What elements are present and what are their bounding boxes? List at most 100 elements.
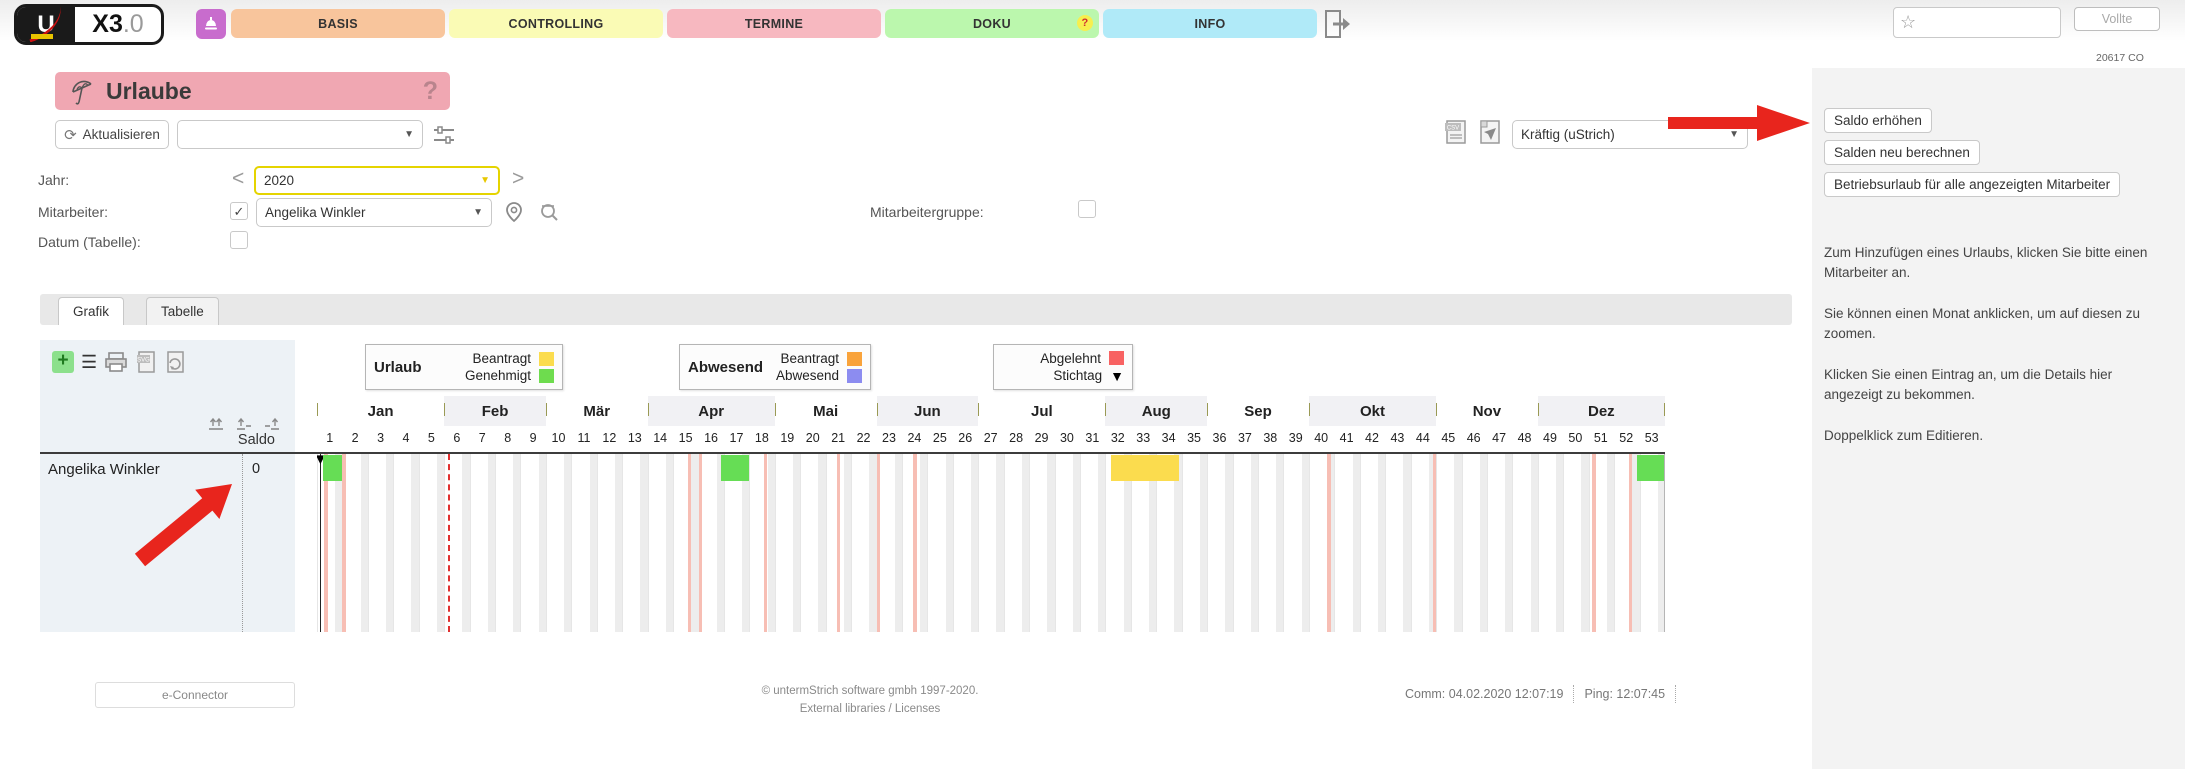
- month-nov[interactable]: Nov: [1436, 396, 1538, 426]
- sort-desc-icon[interactable]: [263, 416, 281, 431]
- legend-item: Abwesend: [773, 368, 862, 383]
- week-number-11: 11: [577, 431, 591, 445]
- view-tab-tabelle[interactable]: Tabelle: [146, 297, 219, 325]
- sidebar-button-0[interactable]: Saldo erhöhen: [1824, 108, 1932, 133]
- refresh-button[interactable]: ⟳ Aktualisieren: [55, 120, 169, 149]
- style-select[interactable]: Kräftig (uStrich) ▼: [1512, 120, 1748, 149]
- nav-tab-doku[interactable]: DOKU?: [885, 9, 1099, 38]
- vacation-bar-0[interactable]: [323, 455, 343, 481]
- week-number-51: 51: [1593, 431, 1608, 445]
- month-mai[interactable]: Mai: [774, 396, 877, 426]
- datum-checkbox[interactable]: [230, 231, 248, 249]
- week-number-32: 32: [1110, 431, 1125, 445]
- quick-filter-select[interactable]: ▼: [177, 120, 423, 149]
- nav-tab-controlling[interactable]: CONTROLLING: [449, 9, 663, 38]
- location-pin-icon[interactable]: [503, 200, 525, 224]
- week-column: [1537, 454, 1563, 632]
- main-nav: BASIS CONTROLLING TERMINE DOKU? INFO: [231, 9, 1317, 38]
- export-doc-icon[interactable]: [164, 350, 186, 374]
- sidebar-paragraph-3: Doppelklick zum Editieren.: [1824, 428, 1984, 444]
- mitarbeitergruppe-label: Mitarbeitergruppe:: [870, 204, 984, 220]
- help-icon[interactable]: ?: [422, 76, 438, 105]
- list-icon[interactable]: ☰: [81, 352, 98, 372]
- legend-box-1: Abwesend Beantragt Abwesend: [679, 344, 871, 390]
- weekend-shade: [1428, 454, 1437, 632]
- nav-tab-termine[interactable]: TERMINE: [667, 9, 881, 38]
- mitarbeiter-checkbox[interactable]: ✓: [230, 202, 248, 220]
- sort-both-icon[interactable]: [207, 416, 225, 431]
- vollte-button[interactable]: Vollte: [2074, 7, 2160, 31]
- nav-tab-basis[interactable]: BASIS: [231, 9, 445, 38]
- sidebar-button-2[interactable]: Betriebsurlaub für alle angezeigten Mita…: [1824, 172, 2121, 197]
- week-column: [1181, 454, 1207, 632]
- view-tab-grafik[interactable]: Grafik: [58, 297, 125, 325]
- month-apr[interactable]: Apr: [647, 396, 775, 426]
- legend-swatch: [847, 368, 862, 383]
- week-column: [1207, 454, 1232, 632]
- legend-items: Beantragt Genehmigt: [432, 351, 554, 383]
- month-tick: [1436, 403, 1438, 416]
- legend-label: Genehmigt: [464, 368, 531, 383]
- month-sep[interactable]: Sep: [1207, 396, 1309, 426]
- week-number-31: 31: [1085, 431, 1100, 445]
- prev-year-icon[interactable]: <: [232, 167, 245, 190]
- star-icon[interactable]: ☆: [1900, 12, 1917, 32]
- week-number-21: 21: [831, 431, 846, 445]
- filter-settings-icon[interactable]: [432, 124, 456, 146]
- legend-item: Abgelehnt: [1002, 351, 1124, 366]
- week-number-17: 17: [729, 431, 744, 445]
- nav-tab-info[interactable]: INFO: [1103, 9, 1317, 38]
- month-okt[interactable]: Okt: [1308, 396, 1437, 426]
- week-number-25: 25: [932, 431, 947, 445]
- week-number-39: 39: [1288, 431, 1303, 445]
- month-jun[interactable]: Jun: [876, 396, 979, 426]
- employee-row-name[interactable]: Angelika Winkler: [48, 461, 160, 478]
- sort-asc-icon[interactable]: [235, 416, 253, 431]
- legend-swatch: [539, 368, 554, 383]
- add-icon[interactable]: +: [52, 351, 74, 373]
- logo-u: U: [37, 10, 55, 38]
- legend-swatch: [539, 351, 554, 366]
- month-jan[interactable]: Jan: [317, 396, 444, 426]
- mitarbeitergruppe-checkbox[interactable]: [1078, 200, 1096, 218]
- week-number-44: 44: [1415, 431, 1430, 445]
- sidebar-button-1[interactable]: Salden neu berechnen: [1824, 140, 1980, 165]
- mitarbeiter-select[interactable]: Angelika Winkler ▼: [256, 198, 492, 227]
- month-dez[interactable]: Dez: [1537, 396, 1665, 426]
- week-column: [1614, 454, 1639, 632]
- export-csv-icon[interactable]: CSV: [1443, 118, 1469, 146]
- week-number-9: 9: [529, 431, 537, 445]
- logout-icon[interactable]: [1322, 9, 1352, 40]
- week-number-28: 28: [1009, 431, 1024, 445]
- export-svg-icon[interactable]: SVG: [135, 350, 157, 374]
- vacation-bar-1[interactable]: [721, 455, 750, 481]
- search-off-icon[interactable]: [538, 201, 560, 223]
- econnector-button[interactable]: e-Connector: [95, 682, 295, 708]
- year-select[interactable]: 2020 ▼: [254, 166, 500, 195]
- month-feb[interactable]: Feb: [444, 396, 546, 426]
- help-badge-icon[interactable]: ?: [1077, 15, 1093, 31]
- week-column: [749, 454, 774, 632]
- holiday-stripe: [912, 454, 917, 632]
- export-pdf-icon[interactable]: [1477, 118, 1503, 146]
- month-aug[interactable]: Aug: [1105, 396, 1208, 426]
- print-icon[interactable]: [104, 351, 128, 373]
- licenses-link[interactable]: External libraries / Licenses: [799, 702, 941, 715]
- favorites-input[interactable]: [1920, 15, 2054, 30]
- favorites-box[interactable]: ☆: [1893, 7, 2061, 38]
- weekend-shade: [996, 454, 1004, 632]
- month-jul[interactable]: Jul: [978, 396, 1105, 426]
- vacation-bar-3[interactable]: [1637, 455, 1664, 481]
- module-lamp-icon[interactable]: [196, 9, 226, 39]
- saldo-header: Saldo: [237, 432, 275, 448]
- weekend-shade: [1377, 454, 1386, 632]
- vacation-bar-2[interactable]: [1110, 455, 1180, 481]
- week-number-49: 49: [1543, 431, 1557, 445]
- week-number-52: 52: [1619, 431, 1634, 445]
- mitarbeiter-value: Angelika Winkler: [265, 205, 366, 220]
- next-year-icon[interactable]: >: [512, 167, 525, 190]
- chart-divider: [40, 452, 1665, 454]
- stichtag-marker-icon: ▼: [317, 454, 328, 468]
- week-number-16: 16: [704, 431, 718, 445]
- month-mär[interactable]: Mär: [545, 396, 648, 426]
